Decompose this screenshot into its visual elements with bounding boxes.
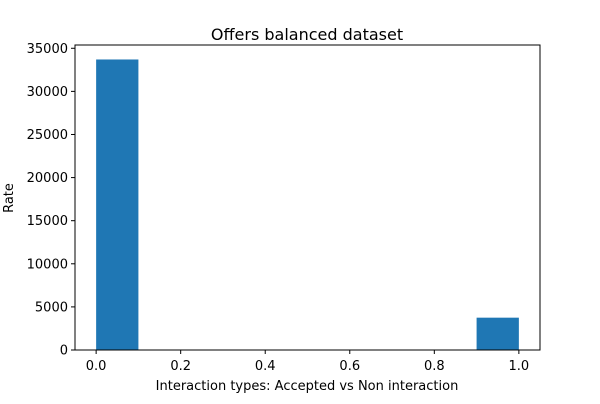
y-tick-label: 10000: [27, 257, 68, 272]
x-axis-label: Interaction types: Accepted vs Non inter…: [156, 379, 459, 394]
y-tick-label: 35000: [27, 42, 68, 57]
y-axis-label: Rate: [2, 183, 17, 213]
x-tick-label: 0.6: [339, 359, 360, 374]
x-tick-label: 1.0: [509, 359, 530, 374]
chart-title: Offers balanced dataset: [211, 25, 403, 44]
histogram-bar-0: [96, 59, 139, 350]
y-tick-label: 15000: [27, 214, 68, 229]
y-tick-label: 0: [60, 344, 68, 359]
x-tick-label: 0.4: [255, 359, 276, 374]
histogram-bar-1: [476, 317, 519, 350]
plot-frame: [74, 44, 541, 351]
y-tick-label: 20000: [27, 171, 68, 186]
y-tick-label: 25000: [27, 128, 68, 143]
x-tick-label: 0.8: [424, 359, 445, 374]
x-axis-ticks: 0.0 0.2 0.4 0.6 0.8 1.0: [86, 350, 529, 374]
bars-group: [96, 59, 519, 350]
x-tick-label: 0.0: [86, 359, 107, 374]
y-tick-label: 5000: [35, 300, 68, 315]
y-axis-ticks: 0 5000 10000 15000 20000 25000 30000 35000: [27, 42, 75, 359]
y-tick-label: 30000: [27, 85, 68, 100]
x-tick-label: 0.2: [170, 359, 191, 374]
